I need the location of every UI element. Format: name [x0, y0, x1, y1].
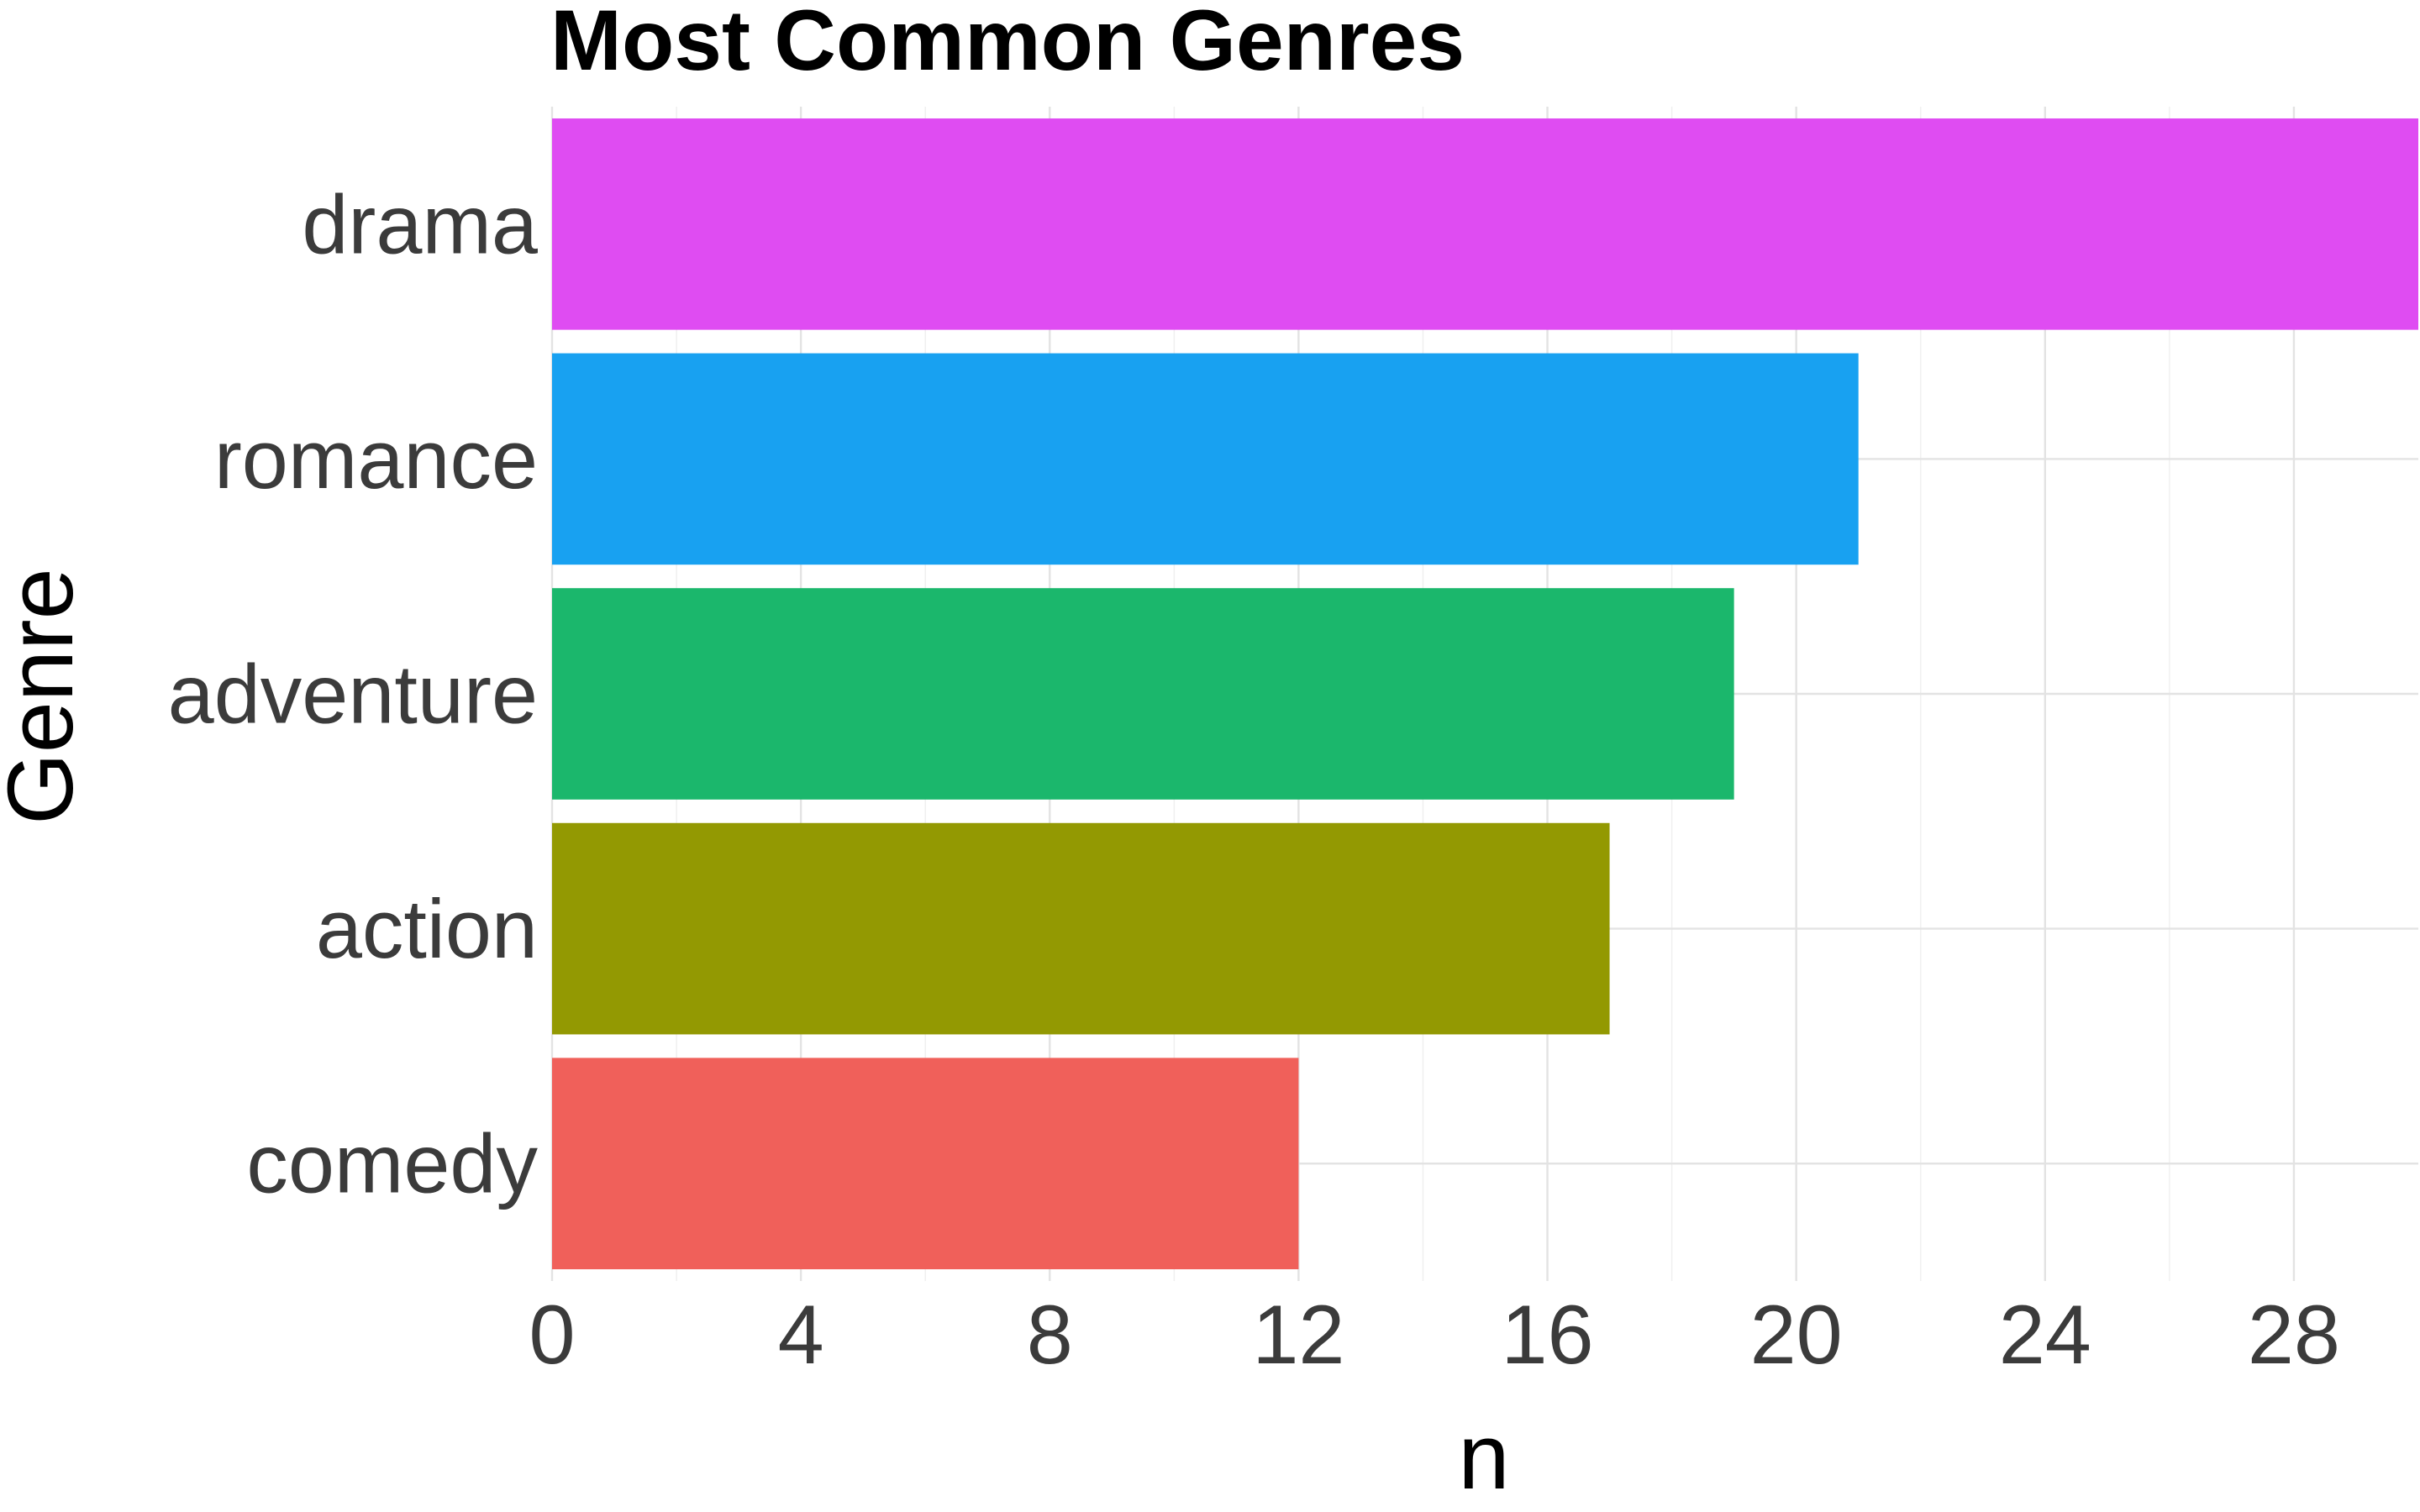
category-labels: comedy action adventure romance drama [168, 177, 539, 1210]
x-tick-label: 16 [1501, 1288, 1593, 1381]
bar-adventure [552, 588, 1734, 800]
bar-drama [552, 118, 2418, 330]
x-tick-label: 20 [1750, 1288, 1843, 1381]
bar-comedy [552, 1058, 1299, 1270]
y-axis-title: Genre [0, 568, 92, 825]
x-tick-label: 4 [778, 1288, 824, 1381]
category-label-comedy: comedy [246, 1117, 538, 1210]
x-tick-labels: 0 4 8 12 16 20 24 28 [529, 1288, 2340, 1381]
x-tick-label: 24 [1999, 1288, 2091, 1381]
category-label-romance: romance [214, 412, 538, 506]
bar-action [552, 822, 1610, 1035]
x-tick-label: 0 [529, 1288, 575, 1381]
bar-romance [552, 353, 1859, 565]
x-tick-label: 8 [1027, 1288, 1073, 1381]
x-axis-title: n [1458, 1405, 1509, 1509]
x-tick-label: 28 [2248, 1288, 2340, 1381]
chart-title: Most Common Genres [550, 0, 1465, 88]
bars [552, 118, 2418, 1270]
category-label-action: action [316, 882, 538, 975]
x-tick-label: 12 [1252, 1288, 1344, 1381]
category-label-adventure: adventure [168, 648, 538, 741]
category-label-drama: drama [302, 177, 539, 270]
